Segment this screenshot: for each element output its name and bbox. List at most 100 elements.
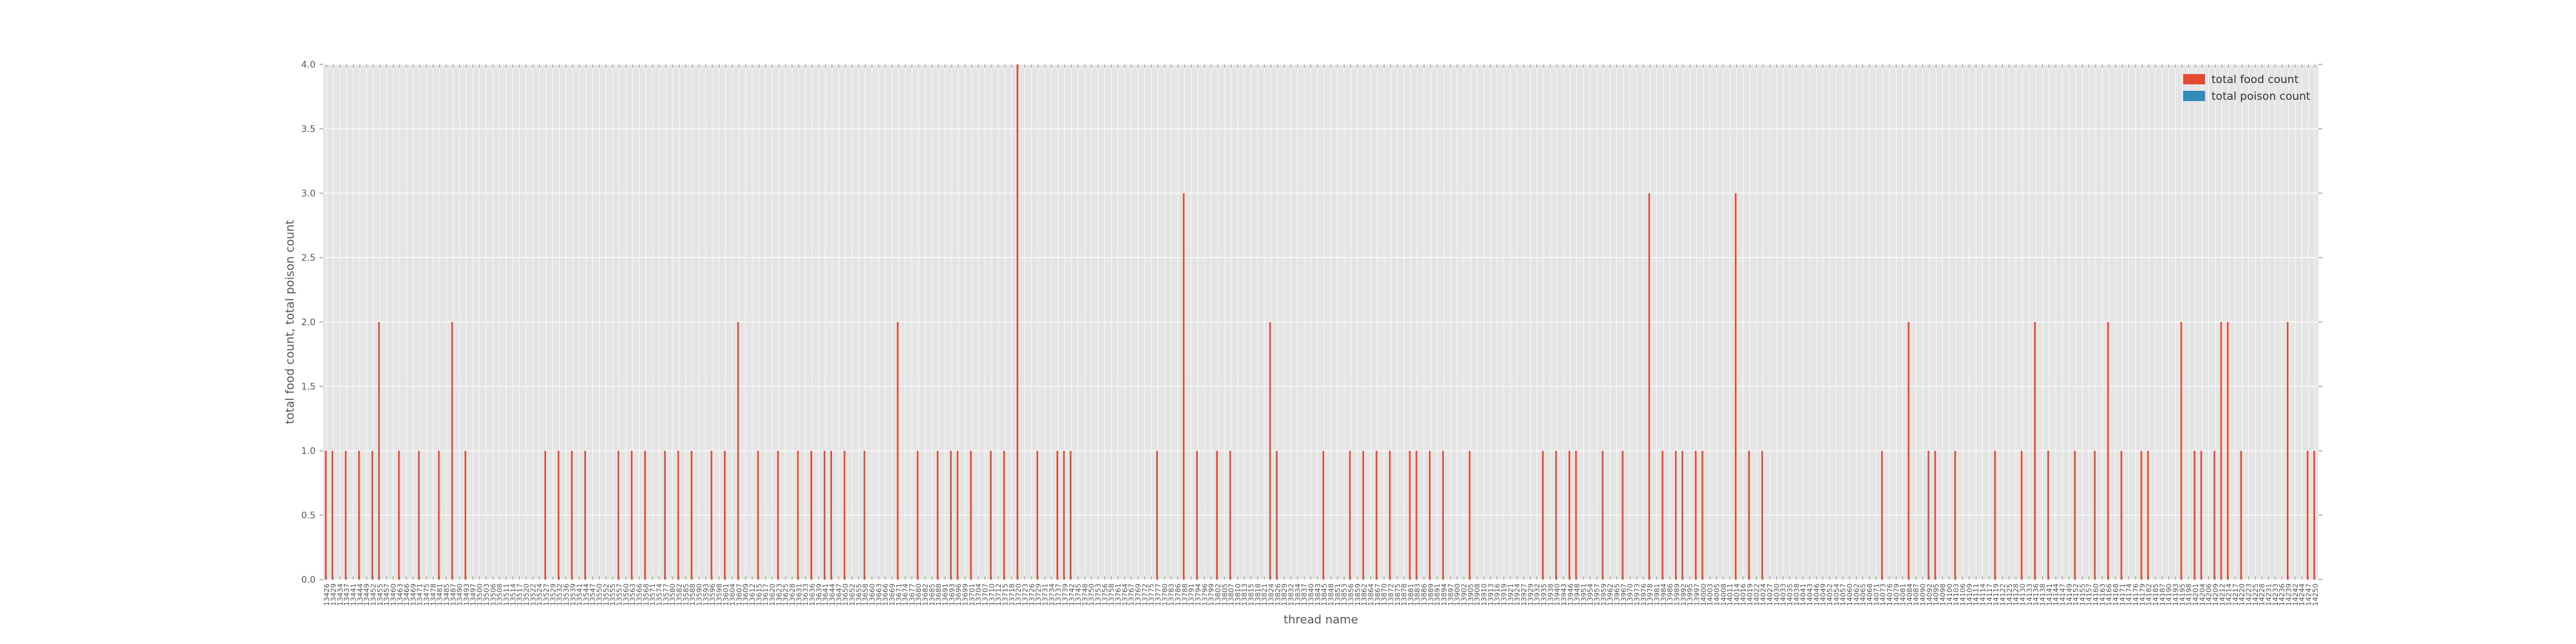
x-tick-label: 13598 bbox=[715, 583, 723, 606]
x-tick-label: 13699 bbox=[961, 583, 970, 606]
x-tick-label: 13688 bbox=[934, 583, 943, 606]
bar-food bbox=[1276, 451, 1278, 580]
x-tick-label: 14038 bbox=[1792, 583, 1801, 606]
bar-food bbox=[1362, 451, 1365, 580]
bar-food bbox=[1694, 451, 1697, 580]
bar-food bbox=[1442, 451, 1444, 580]
bar-food bbox=[1994, 451, 1996, 580]
x-tick-label: 14198 bbox=[2185, 583, 2193, 606]
x-tick-label: 14046 bbox=[1812, 583, 1821, 606]
x-tick-label: 14071 bbox=[1872, 583, 1880, 606]
x-tick-label: 13951 bbox=[1580, 583, 1588, 606]
x-tick-label: 13674 bbox=[902, 583, 910, 606]
x-tick-label: 13970 bbox=[1626, 583, 1634, 606]
x-tick-label: 13514 bbox=[509, 583, 517, 606]
bar-food bbox=[896, 322, 899, 580]
x-tick-label: 13557 bbox=[616, 583, 624, 606]
x-tick-label: 13547 bbox=[589, 583, 597, 606]
x-tick-label: 13845 bbox=[1320, 583, 1329, 606]
x-tick-label: 13905 bbox=[1466, 583, 1475, 606]
x-tick-label: 13490 bbox=[456, 583, 464, 606]
x-tick-label: 13940 bbox=[1553, 583, 1562, 606]
x-tick-label: 14187 bbox=[2158, 583, 2166, 606]
x-tick-label: 13729 bbox=[1034, 583, 1043, 606]
x-tick-label: 13441 bbox=[349, 583, 357, 606]
x-tick-label: 13805 bbox=[1220, 583, 1229, 606]
legend: total food count total poison count bbox=[2183, 73, 2311, 103]
x-tick-label: 14174 bbox=[2125, 583, 2134, 606]
x-tick-label: 13571 bbox=[649, 583, 657, 606]
x-tick-label: 13894 bbox=[1440, 583, 1448, 606]
x-tick-label: 13848 bbox=[1327, 583, 1335, 606]
x-tick-label: 13487 bbox=[449, 583, 457, 606]
x-tick-label: 13500 bbox=[476, 583, 484, 606]
bar-food bbox=[1216, 451, 1218, 580]
x-tick-label: 14209 bbox=[2211, 583, 2220, 606]
y-tick-label: 0.0 bbox=[301, 575, 316, 585]
x-tick-label: 14214 bbox=[2225, 583, 2233, 606]
bar-food bbox=[1881, 451, 1883, 580]
x-tick-label: 14084 bbox=[1906, 583, 1914, 606]
x-tick-label: 13609 bbox=[742, 583, 750, 606]
x-tick-label: 13669 bbox=[888, 583, 896, 606]
x-tick-label: 13788 bbox=[1180, 583, 1189, 606]
x-tick-label: 14030 bbox=[1772, 583, 1781, 606]
x-tick-label: 13794 bbox=[1194, 583, 1202, 606]
x-tick-label: 13891 bbox=[1434, 583, 1442, 606]
bar-food bbox=[916, 451, 919, 580]
bar-food bbox=[2020, 451, 2023, 580]
x-tick-label: 13840 bbox=[1307, 583, 1316, 606]
bar-food bbox=[1322, 451, 1325, 580]
x-tick-label: 14176 bbox=[2132, 583, 2140, 606]
x-tick-label: 13701 bbox=[968, 583, 976, 606]
bar-food bbox=[1674, 451, 1677, 580]
bar-food bbox=[970, 451, 972, 580]
bar-food bbox=[2227, 322, 2229, 580]
x-tick-label: 13544 bbox=[582, 583, 591, 606]
x-tick-label: 14233 bbox=[2271, 583, 2280, 606]
x-tick-label: 13767 bbox=[1128, 583, 1136, 606]
x-tick-label: 14079 bbox=[1892, 583, 1900, 606]
bar-food bbox=[810, 451, 813, 580]
legend-swatch-poison bbox=[2183, 91, 2205, 101]
bar-food bbox=[724, 451, 726, 580]
x-tick-label: 13466 bbox=[402, 583, 411, 606]
x-tick-label: 13682 bbox=[922, 583, 930, 606]
x-tick-label: 13604 bbox=[728, 583, 737, 606]
x-tick-label: 13712 bbox=[994, 583, 1003, 606]
x-tick-label: 14220 bbox=[2238, 583, 2246, 606]
x-tick-label: 14016 bbox=[1739, 583, 1748, 606]
x-tick-label: 14109 bbox=[1965, 583, 1974, 606]
x-tick-label: 13959 bbox=[1600, 583, 1608, 606]
x-tick-label: 14022 bbox=[1752, 583, 1761, 606]
x-tick-label: 13607 bbox=[735, 583, 743, 606]
bar-food bbox=[2107, 322, 2109, 580]
x-tick-label: 13536 bbox=[562, 583, 571, 606]
x-tick-label: 14092 bbox=[1926, 583, 1934, 606]
x-tick-label: 14157 bbox=[2085, 583, 2094, 606]
x-tick-label: 14125 bbox=[2005, 583, 2014, 606]
x-tick-label: 14024 bbox=[1759, 583, 1768, 606]
x-tick-label: 13938 bbox=[1546, 583, 1555, 606]
x-tick-label: 13815 bbox=[1247, 583, 1256, 606]
x-tick-label: 14236 bbox=[2278, 583, 2286, 606]
x-tick-label: 14065 bbox=[1859, 583, 1868, 606]
x-tick-label: 14119 bbox=[1992, 583, 2000, 606]
x-tick-label: 13520 bbox=[522, 583, 531, 606]
x-tick-label: 14133 bbox=[2025, 583, 2034, 606]
x-tick-label: 14160 bbox=[2092, 583, 2100, 606]
x-tick-label: 13628 bbox=[788, 583, 797, 606]
x-tick-label: 13886 bbox=[1420, 583, 1428, 606]
bar-food bbox=[1376, 451, 1378, 580]
bar-food bbox=[1927, 451, 1929, 580]
x-tick-label: 13954 bbox=[1586, 583, 1595, 606]
x-tick-label: 13986 bbox=[1666, 583, 1674, 606]
x-tick-label: 13639 bbox=[815, 583, 823, 606]
bar-food bbox=[710, 451, 713, 580]
x-tick-label: 14204 bbox=[2198, 583, 2206, 606]
x-tick-label: 14033 bbox=[1779, 583, 1788, 606]
x-tick-label: 13493 bbox=[462, 583, 471, 606]
x-tick-label: 14035 bbox=[1786, 583, 1794, 606]
bar-food bbox=[1748, 451, 1750, 580]
x-tick-label: 13775 bbox=[1148, 583, 1156, 606]
